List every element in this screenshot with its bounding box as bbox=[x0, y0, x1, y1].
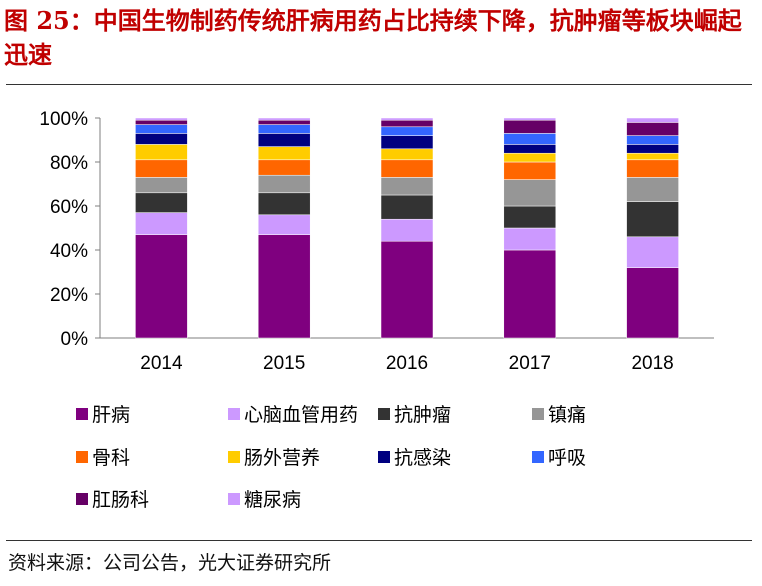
bar-segment bbox=[626, 152, 679, 161]
bar-segment bbox=[135, 119, 188, 125]
legend-swatch bbox=[228, 493, 240, 505]
legend-label: 骨科 bbox=[92, 447, 130, 469]
stacked-bar-chart: 0% 20% 40% 60% 80% 100% 2014 2015 2016 2017 2018 肝病… bbox=[39, 109, 714, 511]
bar-segment bbox=[257, 117, 311, 121]
top-divider bbox=[6, 84, 752, 85]
bar-segment bbox=[257, 214, 311, 235]
bar-segment bbox=[626, 135, 679, 145]
legend-swatch bbox=[532, 408, 544, 420]
legend-label: 糖尿病 bbox=[244, 489, 301, 511]
bar-segment bbox=[257, 146, 311, 161]
y-tick-label: 20% bbox=[50, 285, 88, 306]
legend-swatch bbox=[378, 408, 390, 420]
bar-segment bbox=[135, 192, 188, 213]
x-tick-label: 2014 bbox=[140, 353, 183, 374]
bar-segment bbox=[135, 124, 188, 134]
bar-segment bbox=[380, 119, 434, 128]
bar-segment bbox=[380, 126, 434, 136]
bar-segment bbox=[380, 240, 434, 339]
bar-segment bbox=[503, 161, 557, 180]
bar-segment bbox=[503, 152, 557, 163]
legend-swatch bbox=[378, 451, 390, 463]
bar-segment bbox=[380, 135, 434, 150]
bar-segment bbox=[503, 249, 557, 339]
y-tick-label: 0% bbox=[61, 329, 89, 350]
bar-segment bbox=[503, 119, 557, 134]
x-tick-label: 2015 bbox=[263, 353, 305, 374]
bar-segment bbox=[626, 177, 679, 202]
x-tick-label: 2018 bbox=[631, 353, 673, 374]
y-tick-label: 100% bbox=[39, 109, 88, 130]
bar-segment bbox=[257, 192, 311, 216]
bar-segment bbox=[380, 194, 434, 220]
legend-swatch bbox=[76, 493, 88, 505]
bar-segment bbox=[380, 159, 434, 178]
bar-segment bbox=[257, 159, 311, 176]
bar-segment bbox=[135, 234, 188, 339]
bar-segment bbox=[135, 159, 188, 178]
source-note: 资料来源：公司公告，光大证券研究所 bbox=[8, 552, 332, 574]
bar-segment bbox=[257, 124, 311, 134]
legend-label: 肠外营养 bbox=[244, 447, 320, 469]
bar-segment bbox=[503, 227, 557, 251]
y-tick-label: 60% bbox=[50, 197, 88, 218]
bar-segment bbox=[257, 133, 311, 147]
legend-label: 肛肠科 bbox=[92, 489, 149, 511]
bar-segment bbox=[380, 117, 434, 121]
bar-segment bbox=[257, 119, 311, 125]
bar-segment bbox=[135, 133, 188, 145]
x-tick-label: 2017 bbox=[509, 353, 551, 374]
bar-segment bbox=[503, 179, 557, 207]
bar-segment bbox=[626, 159, 679, 178]
bar-segment bbox=[257, 234, 311, 339]
legend-label: 心脑血管用药 bbox=[244, 404, 358, 426]
legend-label: 呼吸 bbox=[548, 447, 586, 469]
legend-swatch bbox=[228, 408, 240, 420]
bar-segment bbox=[626, 117, 679, 123]
legend-label: 肝病 bbox=[92, 404, 130, 426]
bar-segment bbox=[135, 177, 188, 194]
y-tick-label: 80% bbox=[50, 153, 88, 174]
figure-title: 图 25：中国生物制药传统肝病用药占比持续下降，抗肿瘤等板块崛起迅速 bbox=[4, 6, 742, 69]
legend-swatch bbox=[76, 408, 88, 420]
legend-label: 镇痛 bbox=[548, 404, 586, 426]
bar-segment bbox=[626, 236, 679, 268]
bar-segment bbox=[135, 144, 188, 161]
bottom-divider bbox=[6, 540, 752, 541]
bar-segment bbox=[626, 144, 679, 154]
bar-segment bbox=[626, 201, 679, 238]
bar-segment bbox=[503, 133, 557, 145]
bar-segment bbox=[380, 177, 434, 196]
legend-swatch bbox=[76, 451, 88, 463]
bar-segment bbox=[135, 212, 188, 235]
bar-segment bbox=[135, 117, 188, 121]
bar-segment bbox=[380, 148, 434, 161]
legend-label: 抗肿瘤 bbox=[394, 404, 451, 426]
y-tick-label: 40% bbox=[50, 241, 88, 262]
legend-label: 抗感染 bbox=[394, 447, 451, 469]
x-tick-label: 2016 bbox=[386, 353, 428, 374]
bar-segment bbox=[257, 174, 311, 194]
bar-segment bbox=[503, 205, 557, 229]
bar-segment bbox=[503, 144, 557, 154]
bar-segment bbox=[626, 267, 679, 339]
bar-segment bbox=[503, 117, 557, 121]
bar-segment bbox=[380, 218, 434, 242]
legend-swatch bbox=[532, 451, 544, 463]
legend-swatch bbox=[228, 451, 240, 463]
bar-segment bbox=[626, 122, 679, 136]
